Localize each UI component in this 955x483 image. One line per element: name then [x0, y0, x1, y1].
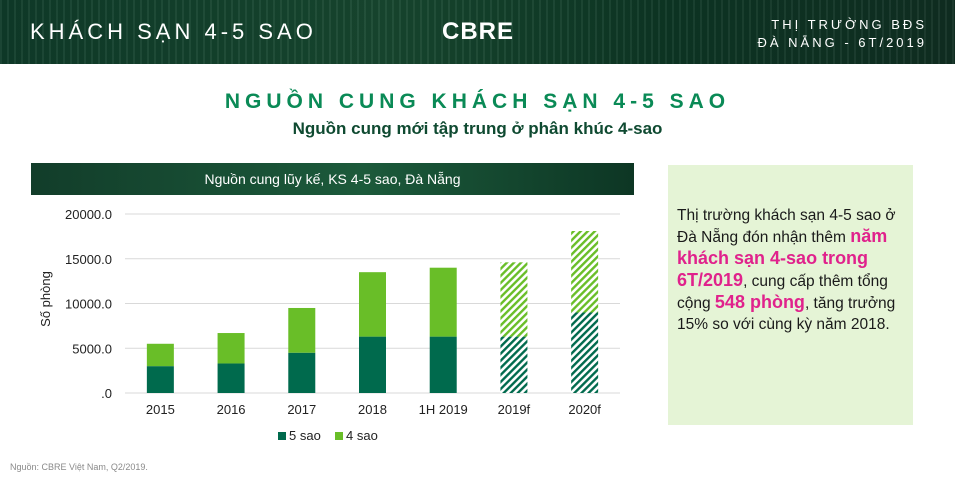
bar-4-sao — [500, 262, 528, 337]
y-tick-label: .0 — [101, 386, 112, 401]
bar-5-sao — [359, 336, 386, 393]
commentary-part-1: Thị trường khách sạn 4-5 sao ở Đà Nẵng đ… — [677, 207, 896, 246]
y-tick-label: 15000.0 — [65, 252, 112, 267]
bar-5-sao — [288, 352, 316, 393]
x-tick-labels: 2015 2016 2017 2018 1H 2019 2019f 2020f — [146, 402, 601, 417]
legend-swatch — [335, 432, 343, 440]
y-tick-labels: 20000.0 15000.0 10000.0 5000.0 .0 — [65, 207, 112, 401]
bar-4-sao — [429, 267, 457, 337]
header-bar: KHÁCH SẠN 4-5 SAO CBRE THỊ TRƯỜNG BĐS ĐÀ… — [0, 0, 955, 64]
market-line-1: THỊ TRƯỜNG BĐS — [771, 17, 927, 32]
y-tick-label: 5000.0 — [72, 341, 112, 356]
market-line-2: ĐÀ NẴNG - 6T/2019 — [757, 35, 927, 50]
market-label: THỊ TRƯỜNG BĐS ĐÀ NẴNG - 6T/2019 — [758, 16, 928, 52]
commentary-part-2: , cung cấp thêm tổng cộng — [677, 273, 888, 312]
bar-5-sao — [429, 336, 457, 393]
y-tick-label: 20000.0 — [65, 207, 112, 222]
y-axis-label: Số phòng — [38, 271, 53, 327]
x-tick-label: 2020f — [568, 402, 601, 417]
section-title: KHÁCH SẠN 4-5 SAO — [30, 19, 317, 44]
legend-swatch — [278, 432, 286, 440]
page-title: NGUỒN CUNG KHÁCH SẠN 4-5 SAO — [224, 90, 731, 113]
source-note: Nguồn: CBRE Việt Nam, Q2/2019. — [10, 462, 148, 472]
commentary-highlight-rooms: 548 phòng — [714, 292, 805, 312]
bars — [146, 231, 599, 393]
legend-label: 4 sao — [346, 428, 378, 443]
y-tick-label: 10000.0 — [65, 297, 112, 312]
x-tick-label: 2016 — [217, 402, 246, 417]
legend-label: 5 sao — [289, 428, 321, 443]
cbre-logo: CBRE — [442, 18, 515, 45]
chart-title-banner: Nguồn cung lũy kế, KS 4-5 sao, Đà Nẵng — [31, 163, 634, 195]
x-tick-label: 1H 2019 — [419, 402, 468, 417]
x-tick-label: 2015 — [146, 402, 175, 417]
bar-4-sao — [571, 231, 599, 313]
bar-5-sao — [571, 312, 599, 393]
bar-4-sao — [359, 272, 386, 337]
bar-5-sao — [217, 363, 245, 393]
commentary-part-3: , tăng trưởng 15% so với cùng kỳ năm 201… — [677, 295, 896, 333]
commentary-text: Thị trường khách sạn 4-5 sao ở Đà Nẵng đ… — [677, 205, 905, 335]
page-subtitle: Nguồn cung mới tập trung ở phân khúc 4-s… — [292, 119, 663, 138]
bar-4-sao — [217, 333, 245, 364]
bar-4-sao — [288, 307, 316, 353]
bar-4-sao — [146, 343, 174, 367]
x-tick-label: 2018 — [358, 402, 387, 417]
x-tick-label: 2019f — [498, 402, 531, 417]
x-tick-label: 2017 — [287, 402, 316, 417]
bar-5-sao — [500, 336, 528, 393]
bar-5-sao — [146, 366, 174, 393]
commentary-box: Thị trường khách sạn 4-5 sao ở Đà Nẵng đ… — [668, 165, 913, 425]
commentary-highlight-hotels: năm khách sạn 4-sao trong 6T/2019 — [677, 226, 888, 290]
legend: 5 sao 4 sao — [278, 428, 378, 443]
